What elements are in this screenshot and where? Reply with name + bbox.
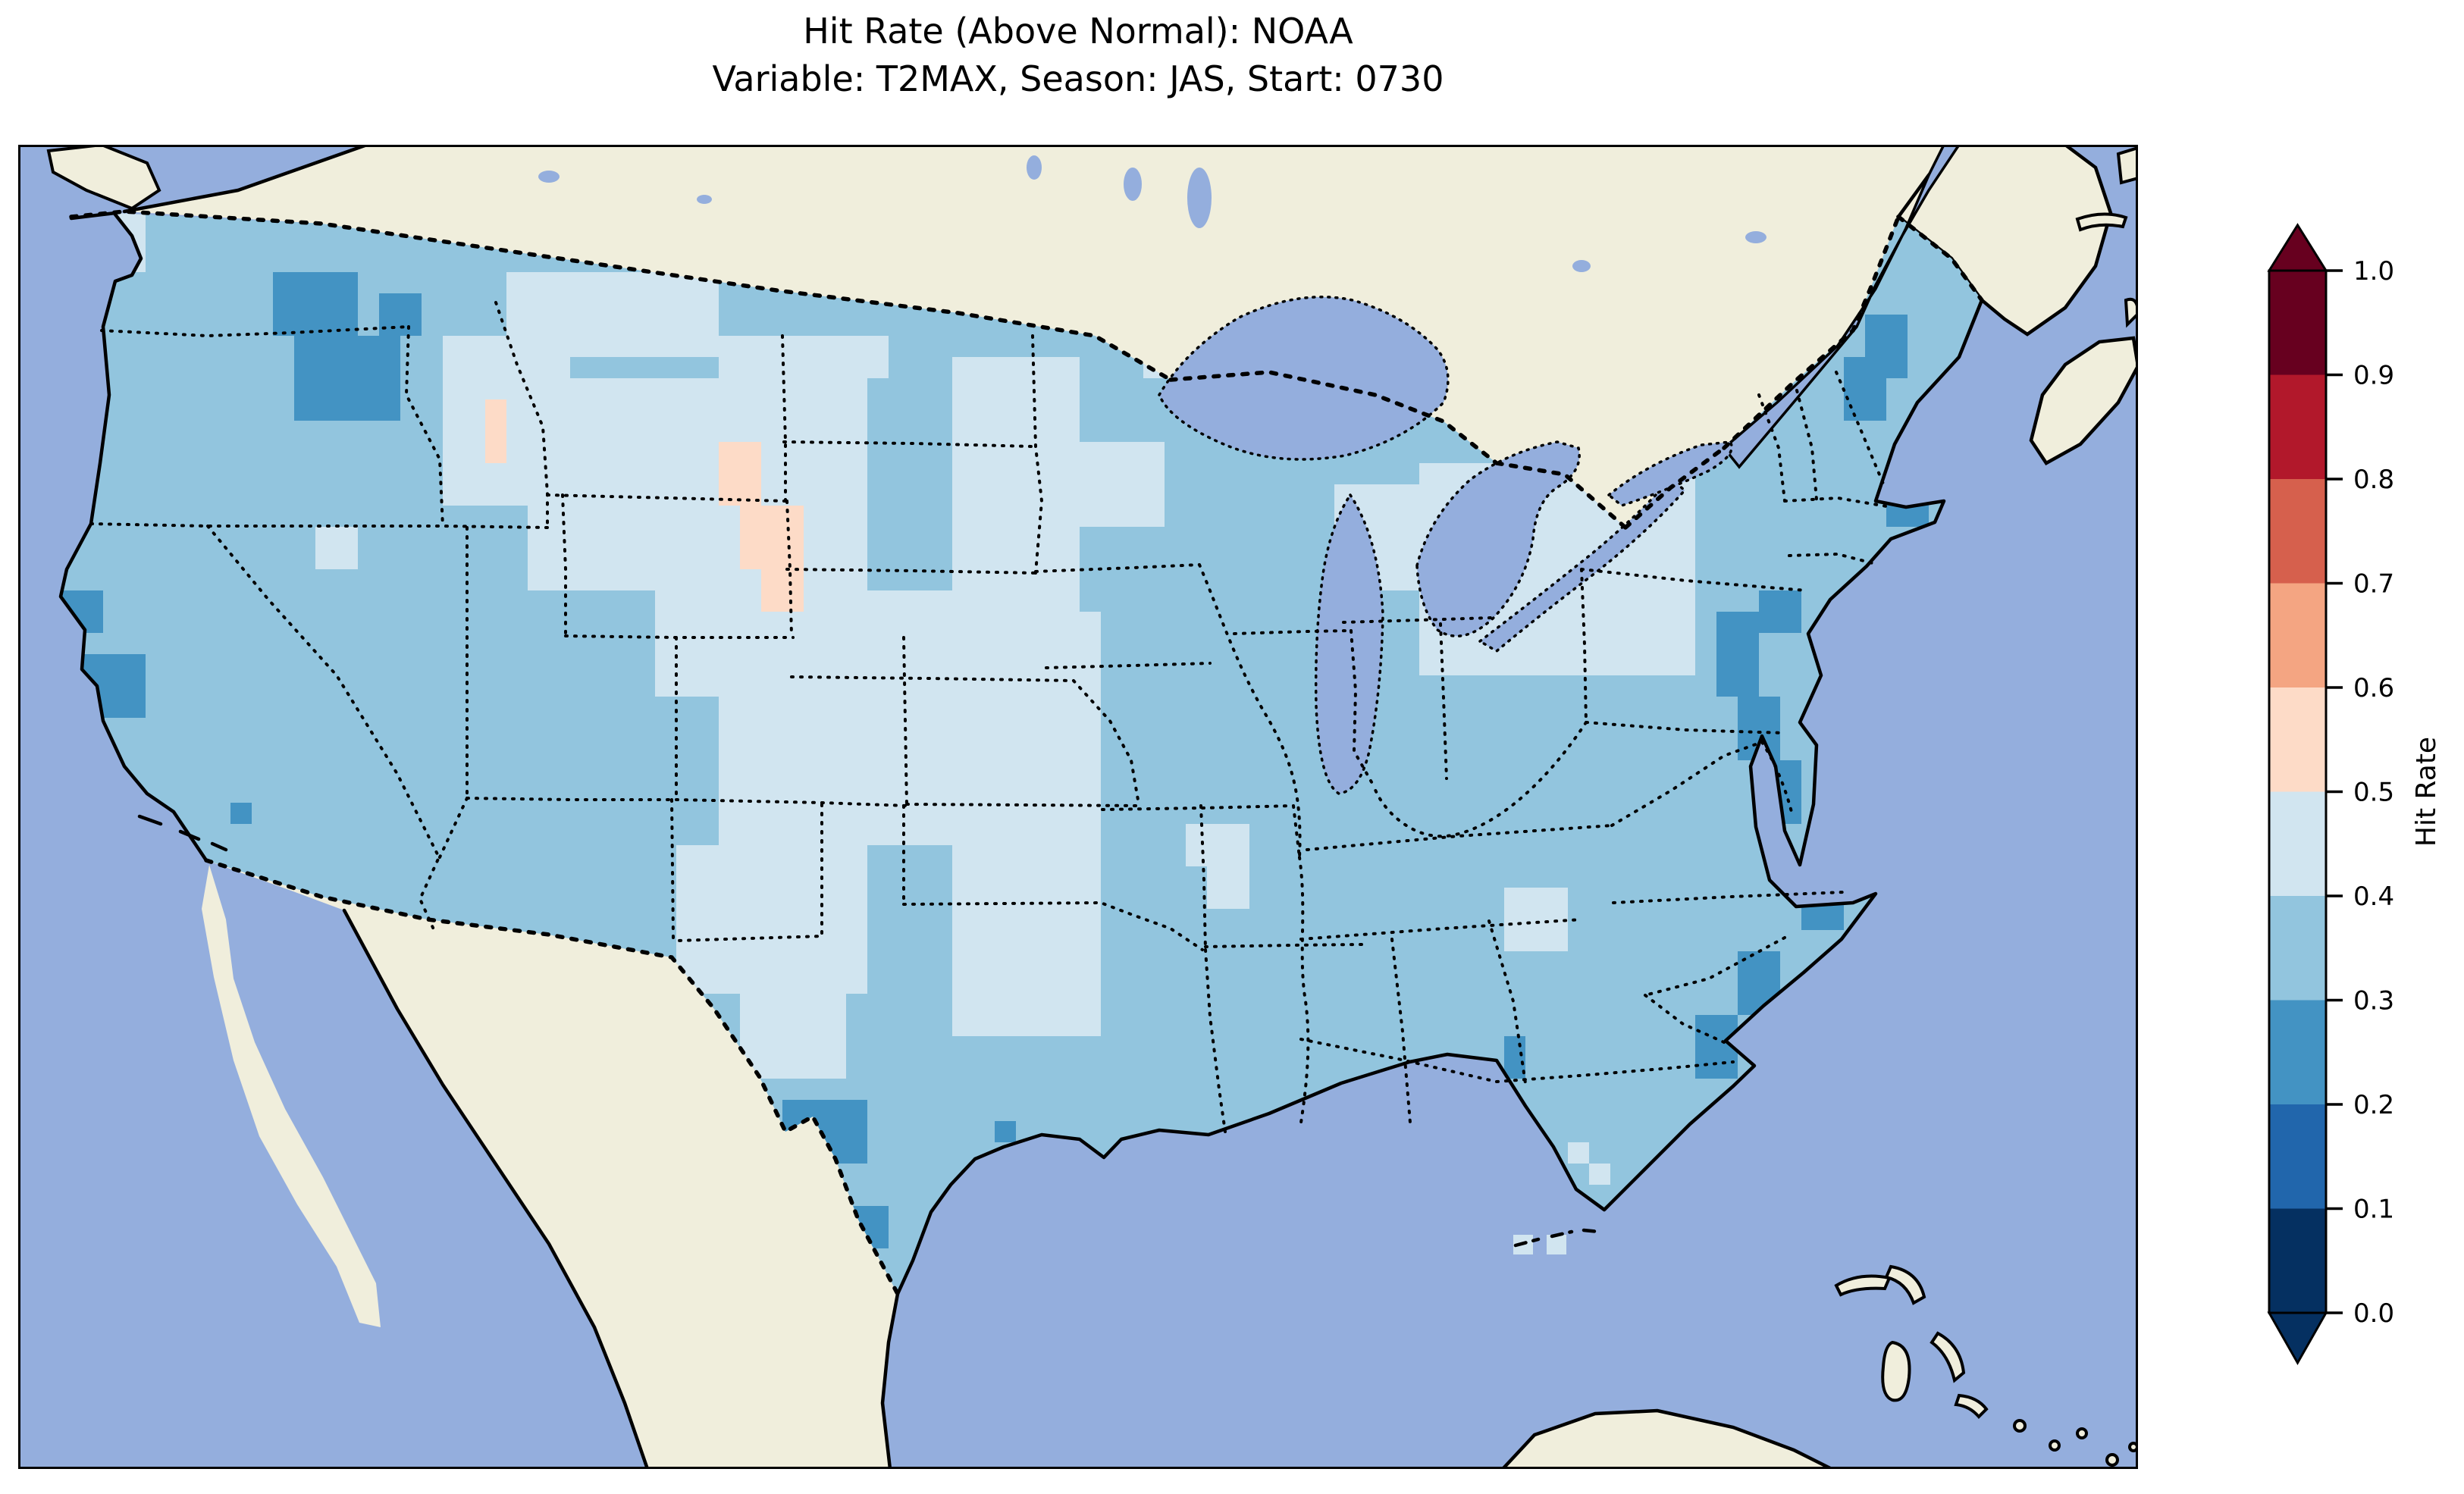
- hit-rate-cell: [1186, 824, 1249, 866]
- colorbar-tick-label: 1.0: [2353, 256, 2394, 287]
- st-lawrence-river: [1722, 145, 1961, 469]
- land-cuba: [1500, 1408, 1833, 1469]
- hit-rate-cell: [740, 506, 804, 569]
- map-panel: [18, 145, 2138, 1469]
- colorbar-segment: [2269, 896, 2326, 1001]
- us-canada-border: [69, 209, 1984, 530]
- colorbar-segment: [2269, 1000, 2326, 1105]
- colorbar-tick-label: 0.7: [2353, 569, 2394, 600]
- title-line-2: Variable: T2MAX, Season: JAS, Start: 073…: [712, 58, 1444, 100]
- colorbar-tick-label: 0.1: [2353, 1195, 2394, 1225]
- hit-rate-cell: [315, 527, 358, 569]
- colorbar-tick-label: 0.4: [2353, 882, 2394, 912]
- hit-rate-cell: [273, 272, 358, 336]
- colorbar-axis-label: Hit Rate: [2411, 737, 2442, 847]
- hit-rate-cell: [676, 845, 867, 994]
- hit-rate-cell: [379, 293, 422, 336]
- hit-rate-cell: [740, 994, 846, 1079]
- land-mexico: [206, 860, 898, 1469]
- colorbar-tick-label: 0.9: [2353, 361, 2394, 391]
- colorbar-tick-label: 0.8: [2353, 465, 2394, 495]
- title-line-1: Hit Rate (Above Normal): NOAA: [803, 11, 1353, 52]
- colorbar: 1.0 0.9 0.8 0.7 0.6 0.5 0.4 0.3 0.2 0.1 0.0 Hit Rat…: [2267, 223, 2442, 1366]
- colorbar-segment: [2269, 687, 2326, 792]
- colorbar-segment: [2269, 374, 2326, 480]
- hit-rate-cell: [464, 378, 867, 484]
- colorbar-tick-label: 0.2: [2353, 1090, 2394, 1120]
- colorbar-segment: [2269, 271, 2326, 375]
- hit-rate-cell: [719, 336, 889, 378]
- hit-rate-cell: [952, 803, 1101, 1036]
- hit-rate-cell: [719, 442, 761, 506]
- hit-rate-cell: [761, 569, 804, 612]
- hit-rate-cell: [1504, 888, 1568, 951]
- figure-title: Hit Rate (Above Normal): NOAA Variable: …: [18, 8, 2138, 104]
- hit-rate-cell-keys: [1547, 1235, 1566, 1254]
- hit-rate-cell: [995, 1121, 1016, 1142]
- land-canada: [124, 145, 1944, 528]
- land-nova-scotia: [2029, 336, 2138, 465]
- hit-rate-cell: [1568, 1142, 1589, 1164]
- hit-rate-cell: [952, 357, 1080, 612]
- colorbar-tick-label: 0.5: [2353, 778, 2394, 808]
- hit-rate-cell: [294, 336, 400, 421]
- lake-michigan: [1314, 492, 1384, 795]
- hit-rate-cell: [1589, 1164, 1610, 1185]
- map-frame: [18, 145, 2138, 1469]
- colorbar-segment: [2269, 791, 2326, 897]
- hit-rate-cell: [485, 399, 506, 463]
- land-newfoundland: [2116, 146, 2138, 185]
- coastlines: [58, 145, 1984, 1469]
- bahamas-islands: [1834, 1264, 2138, 1467]
- colorbar-tick-label: 0.0: [2353, 1298, 2394, 1329]
- lake-erie: [1477, 476, 1687, 653]
- hit-rate-cell: [230, 803, 252, 824]
- hit-rate-cell: [1080, 442, 1165, 527]
- hit-rate-cell: [1865, 315, 1908, 378]
- colorbar-segment: [2269, 1104, 2326, 1209]
- hit-rate-cell: [1504, 1036, 1525, 1079]
- state-borders: [89, 301, 1892, 1133]
- colorbar-arrow-bottom: [2267, 1311, 2328, 1366]
- canada-small-lakes: [538, 155, 1766, 272]
- land-pei: [2075, 212, 2128, 232]
- colorbar-tick-label: 0.3: [2353, 986, 2394, 1016]
- colorbar-tick-label: 0.6: [2353, 673, 2394, 703]
- lake-huron: [1415, 440, 1581, 637]
- lake-ontario: [1607, 440, 1733, 507]
- hit-rate-cell: [1716, 612, 1759, 697]
- hit-rate-cell: [506, 272, 719, 357]
- hit-rate-grid-cells: [61, 213, 1929, 1248]
- conus-hit-rate-map: [18, 145, 2138, 1469]
- colorbar-panel: 1.0 0.9 0.8 0.7 0.6 0.5 0.4 0.3 0.2 0.1 0.0 Hit Rat…: [2237, 205, 2464, 1417]
- hit-rate-cell: [1759, 590, 1801, 633]
- colorbar-segment: [2269, 1208, 2326, 1314]
- hit-rate-cell: [1207, 866, 1249, 909]
- hit-rate-cell: [931, 612, 1101, 803]
- colorbar-arrow-top: [2267, 223, 2328, 272]
- hit-rate-cell: [528, 484, 867, 590]
- land-baja-california: [202, 865, 381, 1327]
- land-vancouver-island: [46, 145, 161, 211]
- colorbar-segment: [2269, 479, 2326, 584]
- colorbar-segment: [2269, 583, 2326, 688]
